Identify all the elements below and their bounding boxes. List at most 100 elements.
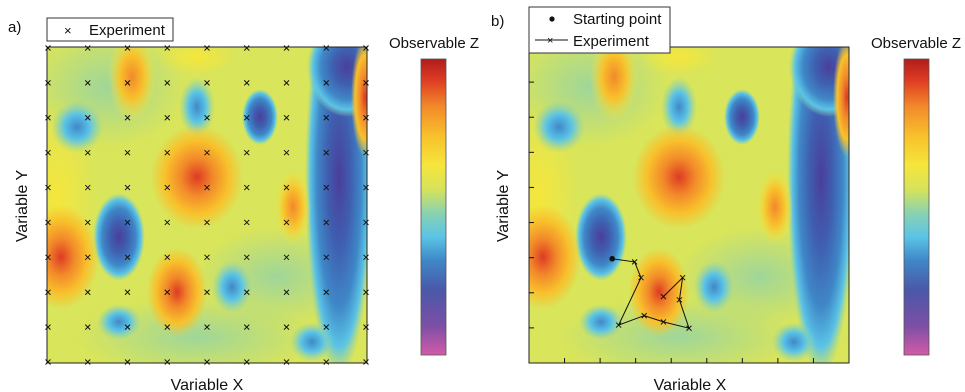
panel-a-colorbar-label: Observable Z (389, 35, 479, 52)
experiment-point (124, 149, 131, 156)
panel-a-legend: × Experiment (46, 17, 174, 42)
experiment-point (124, 184, 131, 191)
experiment-point-stroke (641, 312, 648, 319)
experiment-point-stroke (243, 45, 250, 51)
experiment-point (323, 359, 330, 365)
experiment-point-stroke (204, 184, 210, 191)
panel-b-heatmap (529, 47, 849, 363)
panel-a-y-axis-label: Variable Y (14, 170, 31, 243)
experiment-point-stroke (204, 149, 210, 156)
experiment-point (243, 184, 250, 191)
experiment-point (323, 80, 330, 86)
experiment-point-stroke (204, 289, 210, 296)
experiment-point-stroke (164, 324, 171, 330)
experiment-point (283, 219, 290, 226)
panel-b-ticks (529, 81, 814, 363)
experiment-point (323, 45, 330, 51)
experiment-point-stroke (164, 219, 171, 226)
experiment-point-stroke (323, 149, 330, 156)
experiment-point (124, 289, 131, 296)
experiment-point-stroke (84, 45, 91, 51)
experiment-point-stroke (660, 293, 667, 300)
experiment-point-stroke (323, 219, 330, 226)
experiment-point-stroke (679, 274, 686, 281)
experiment-point-stroke (243, 359, 250, 365)
experiment-point-stroke (45, 149, 51, 156)
experiment-point (204, 289, 210, 296)
experiment-point-stroke (283, 184, 290, 191)
experiment-point-stroke (204, 254, 210, 261)
experiment-point-stroke (84, 254, 91, 261)
panel-b: b) Starting point × Experiment Variable … (491, 6, 961, 392)
legend-start-dot (549, 16, 555, 22)
experiment-point-stroke (204, 80, 210, 86)
experiment-point (686, 325, 692, 332)
experiment-point (660, 293, 667, 300)
experiment-point (84, 45, 91, 51)
experiment-point-stroke (676, 296, 683, 303)
legend-starting-point-label: Starting point (573, 11, 662, 28)
experiment-point (363, 149, 369, 156)
experiment-point (45, 45, 51, 51)
legend-path-x-marker: × (547, 35, 553, 47)
experiment-point (243, 359, 250, 365)
experiment-point (164, 45, 171, 51)
experiment-point (283, 254, 290, 261)
experiment-point (204, 324, 210, 330)
experiment-point (283, 289, 290, 296)
experiment-point-stroke (363, 149, 369, 156)
legend-experiment-label: Experiment (89, 22, 166, 39)
experiment-point-stroke (283, 219, 290, 226)
experiment-point (243, 149, 250, 156)
experiment-point (164, 219, 171, 226)
experiment-point-stroke (164, 289, 171, 296)
experiment-point (124, 114, 131, 121)
experiment-point (631, 259, 638, 265)
experiment-point-stroke (84, 219, 91, 226)
experiment-point-stroke (124, 80, 131, 86)
experiment-point (243, 80, 250, 86)
experiment-point-stroke (45, 184, 51, 191)
experiment-point-stroke (323, 359, 330, 365)
experiment-point (84, 219, 91, 226)
experiment-point (323, 184, 330, 191)
experiment-point (363, 254, 369, 261)
experiment-point-stroke (45, 45, 51, 51)
experiment-point (363, 45, 369, 51)
experiment-point-stroke (45, 254, 51, 261)
experiment-point (84, 149, 91, 156)
experiment-point (164, 149, 171, 156)
experiment-point (84, 114, 91, 121)
experiment-point-stroke (164, 114, 171, 121)
experiment-point-stroke (363, 324, 369, 330)
experiment-point (283, 324, 290, 330)
experiment-point-stroke (84, 359, 91, 365)
experiment-point-stroke (363, 45, 369, 51)
experiment-point (124, 324, 131, 330)
experiment-point (45, 80, 51, 86)
experiment-point-stroke (243, 149, 250, 156)
experiment-point-stroke (45, 324, 51, 330)
experiment-point-stroke (631, 259, 638, 265)
experiment-point-stroke (84, 149, 91, 156)
experiment-point-stroke (84, 184, 91, 191)
experiment-point (363, 289, 369, 296)
starting-point (609, 255, 615, 262)
experiment-point (164, 324, 171, 330)
experiment-point (638, 274, 644, 281)
experiment-point-stroke (323, 254, 330, 261)
experiment-point-stroke (283, 149, 290, 156)
experiment-point (84, 254, 91, 261)
experiment-point-stroke (45, 289, 51, 296)
experiment-point (124, 254, 131, 261)
experiment-point-stroke (204, 359, 210, 365)
experiment-point-stroke (363, 359, 369, 365)
experiment-point-stroke (283, 324, 290, 330)
experiment-point (283, 359, 290, 365)
experiment-point-stroke (204, 219, 210, 226)
experiment-point (323, 289, 330, 296)
panel-b-label: b) (491, 13, 504, 30)
experiment-point-stroke (363, 289, 369, 296)
experiment-point-stroke (84, 289, 91, 296)
